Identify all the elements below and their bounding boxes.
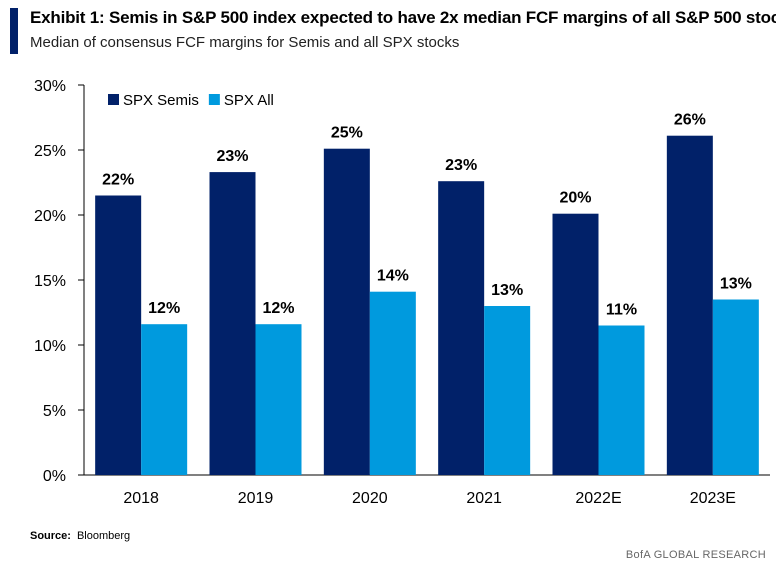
chart-subtitle: Median of consensus FCF margins for Semi… bbox=[30, 34, 460, 51]
bar-spx-all bbox=[598, 325, 645, 475]
bar-spx-semis bbox=[438, 181, 485, 475]
y-tick-label: 5% bbox=[43, 403, 66, 420]
y-tick-label: 30% bbox=[34, 78, 66, 95]
y-tick-label: 20% bbox=[34, 208, 66, 225]
data-label: 12% bbox=[262, 300, 294, 317]
footer-brand: BofA GLOBAL RESEARCH bbox=[625, 549, 766, 561]
y-tick-label: 15% bbox=[34, 273, 66, 290]
bar-spx-semis bbox=[666, 135, 713, 475]
data-label: 26% bbox=[674, 112, 706, 129]
bar-spx-all bbox=[255, 324, 302, 475]
bar-spx-semis bbox=[209, 172, 256, 475]
data-label: 23% bbox=[445, 157, 477, 174]
data-label: 13% bbox=[491, 282, 523, 299]
y-tick-label: 25% bbox=[34, 143, 66, 160]
legend-swatch bbox=[208, 94, 220, 105]
source-label: Source: bbox=[30, 530, 71, 542]
bar-spx-all bbox=[712, 299, 759, 475]
data-label: 22% bbox=[102, 172, 134, 189]
x-tick-label: 2019 bbox=[238, 490, 274, 507]
legend-swatch bbox=[108, 94, 119, 105]
source-text: Bloomberg bbox=[76, 530, 131, 542]
data-label: 23% bbox=[216, 148, 248, 165]
data-label: 13% bbox=[720, 276, 752, 293]
x-tick-label: 2023E bbox=[690, 490, 736, 507]
y-tick-label: 10% bbox=[34, 338, 66, 355]
bar-chart: 0% 5% 10% 15% 20% 25% 30% 22% 12% 2018 23% 12% 2019 2… bbox=[34, 78, 770, 507]
x-tick-label: 2022E bbox=[575, 490, 621, 507]
bar-spx-all bbox=[484, 306, 531, 475]
bar-spx-semis bbox=[552, 213, 599, 475]
bar-spx-semis bbox=[323, 148, 370, 475]
data-label: 14% bbox=[377, 268, 409, 285]
bar-spx-semis bbox=[95, 195, 142, 475]
data-label: 25% bbox=[331, 125, 363, 142]
data-label: 20% bbox=[559, 190, 591, 207]
data-label: 12% bbox=[148, 300, 180, 317]
source-note: Source: Bloomberg bbox=[30, 530, 130, 542]
x-tick-label: 2021 bbox=[466, 490, 502, 507]
data-label: 11% bbox=[606, 302, 637, 319]
x-tick-label: 2020 bbox=[352, 490, 388, 507]
bar-spx-all bbox=[141, 324, 188, 475]
y-tick-label: 0% bbox=[43, 468, 66, 485]
legend-label: SPX Semis bbox=[123, 92, 199, 109]
chart-title: Exhibit 1: Semis in S&P 500 index expect… bbox=[30, 8, 776, 27]
accent-bar bbox=[10, 8, 18, 54]
legend-label: SPX All bbox=[224, 92, 274, 109]
x-tick-label: 2018 bbox=[123, 490, 159, 507]
bar-spx-all bbox=[369, 291, 416, 475]
